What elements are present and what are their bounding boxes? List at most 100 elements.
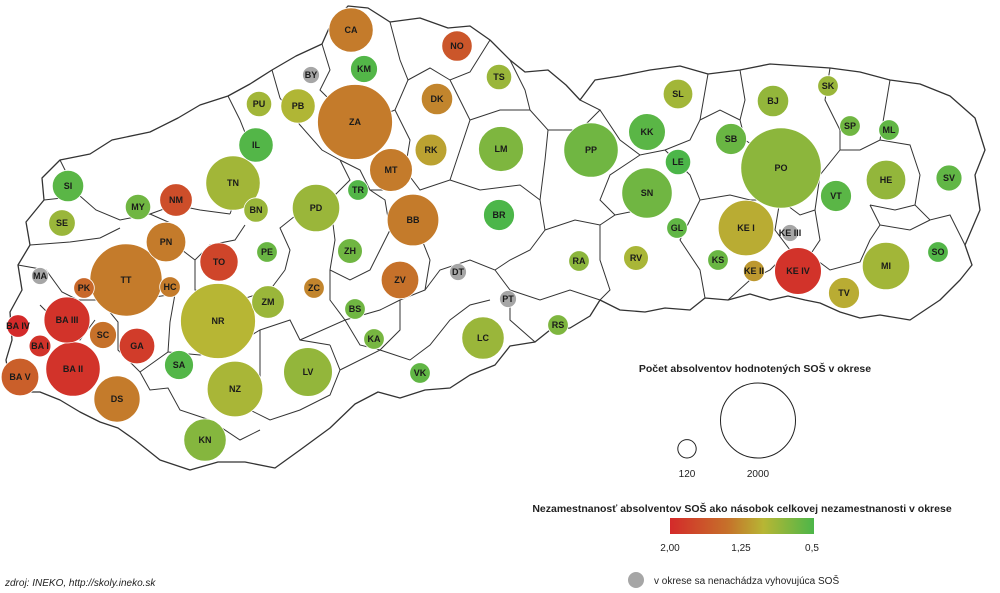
district-circle-sc <box>89 321 117 349</box>
district-circle-kn <box>183 418 227 462</box>
district-circle-dk <box>420 82 454 116</box>
district-label-sl: SL <box>672 89 684 99</box>
district-circle-km <box>350 55 378 83</box>
district-bubble-ka: KA <box>363 328 385 350</box>
district-circle-pd <box>291 183 341 233</box>
district-label-my: MY <box>131 202 145 212</box>
district-border <box>139 371 261 441</box>
district-label-pk: PK <box>78 283 91 293</box>
district-label-rv: RV <box>630 253 642 263</box>
district-circle-ba-i <box>28 334 52 358</box>
district-label-rs: RS <box>552 320 565 330</box>
district-bubble-za: ZA <box>317 84 393 160</box>
district-label-ba-v: BA V <box>9 372 30 382</box>
district-circle-pu <box>245 90 273 118</box>
district-circle-lc <box>461 316 505 360</box>
district-circle-ke-iii <box>781 224 799 242</box>
district-circle-to <box>199 242 239 282</box>
district-circle-ke-ii <box>743 259 766 282</box>
district-circle-lv <box>283 347 333 397</box>
district-bubble-sp: SP <box>839 115 861 137</box>
district-label-ke-iv: KE IV <box>786 266 810 276</box>
district-label-ca: CA <box>345 25 358 35</box>
district-bubble-pk: PK <box>73 277 95 299</box>
district-border <box>879 219 931 231</box>
district-circle-bj <box>756 84 790 118</box>
district-bubble-ke-iv: KE IV <box>774 247 822 295</box>
district-label-ts: TS <box>493 72 505 82</box>
district-bubble-ga: GA <box>118 327 156 365</box>
district-label-mt: MT <box>385 165 398 175</box>
district-bubble-mi: MI <box>861 241 911 291</box>
district-label-ke-ii: KE II <box>744 266 764 276</box>
district-circle-so <box>927 241 949 263</box>
district-bubble-ma: MA <box>31 267 49 285</box>
district-bubble-sb: SB <box>715 123 747 155</box>
district-label-bb: BB <box>407 215 420 225</box>
district-bubble-ml: ML <box>878 119 900 141</box>
district-bubble-se: SE <box>48 209 76 237</box>
district-circle-ds <box>93 375 141 423</box>
district-circle-se <box>48 209 76 237</box>
district-bubble-sa: SA <box>164 350 194 380</box>
missing-legend: v okrese sa nenachádza vyhovujúca SOŠ <box>628 572 839 588</box>
size-legend-small-circle <box>677 439 697 459</box>
country-outline <box>5 5 986 471</box>
district-label-sv: SV <box>943 173 955 183</box>
district-circle-pt <box>499 290 517 308</box>
district-label-km: KM <box>357 64 371 74</box>
district-border <box>739 69 746 121</box>
district-label-ma: MA <box>33 271 47 281</box>
district-bubble-tn: TN <box>205 155 261 211</box>
district-bubble-zm: ZM <box>251 285 285 319</box>
district-circle-zv <box>380 260 420 300</box>
district-circle-zh <box>337 238 363 264</box>
district-circle-hc <box>159 276 181 298</box>
district-label-ra: RA <box>573 256 586 266</box>
district-circle-ts <box>485 63 513 91</box>
district-bubble-pn: PN <box>145 221 187 263</box>
district-label-ba-ii: BA II <box>63 364 83 374</box>
district-circle-le <box>664 148 692 176</box>
district-label-zv: ZV <box>394 275 406 285</box>
district-bubble-rs: RS <box>547 314 569 336</box>
district-circle-pn <box>145 221 187 263</box>
district-circle-il <box>238 127 274 163</box>
missing-legend-label: v okrese sa nenachádza vyhovujúca SOŠ <box>654 574 839 587</box>
district-circle-ma <box>31 267 49 285</box>
color-legend-title: Nezamestnanosť absolventov SOŠ ako násob… <box>532 502 952 515</box>
district-bubble-rk: RK <box>414 133 448 167</box>
district-border <box>599 154 641 216</box>
district-label-vt: VT <box>830 191 842 201</box>
district-circle-si <box>51 169 85 203</box>
district-label-ba-iv: BA IV <box>6 321 30 331</box>
district-label-po: PO <box>774 163 787 173</box>
district-circle-sn <box>621 167 673 219</box>
district-circle-sp <box>839 115 861 137</box>
district-circle-no <box>441 30 473 62</box>
district-circle-vk <box>409 362 431 384</box>
district-border <box>29 227 121 246</box>
district-label-lc: LC <box>477 333 489 343</box>
district-bubble-rv: RV <box>623 245 649 271</box>
district-bubble-le: LE <box>664 148 692 176</box>
district-label-he: HE <box>880 175 893 185</box>
district-circle-tr <box>347 179 369 201</box>
district-circle-ml <box>878 119 900 141</box>
district-label-zc: ZC <box>308 283 320 293</box>
district-label-lm: LM <box>495 144 508 154</box>
district-circle-ba-v <box>0 357 40 397</box>
district-label-sp: SP <box>844 121 856 131</box>
district-circle-po <box>740 127 822 209</box>
district-border <box>271 69 341 161</box>
district-border <box>339 299 491 371</box>
district-bubble-gl: GL <box>666 217 688 239</box>
district-label-sb: SB <box>725 134 738 144</box>
color-legend: Nezamestnanosť absolventov SOŠ ako násob… <box>532 502 952 554</box>
district-label-to: TO <box>213 257 225 267</box>
district-label-ga: GA <box>130 341 144 351</box>
district-bubble-nr: NR <box>180 283 256 359</box>
district-circle-sa <box>164 350 194 380</box>
district-circle-bs <box>344 298 366 320</box>
district-border <box>509 59 531 111</box>
